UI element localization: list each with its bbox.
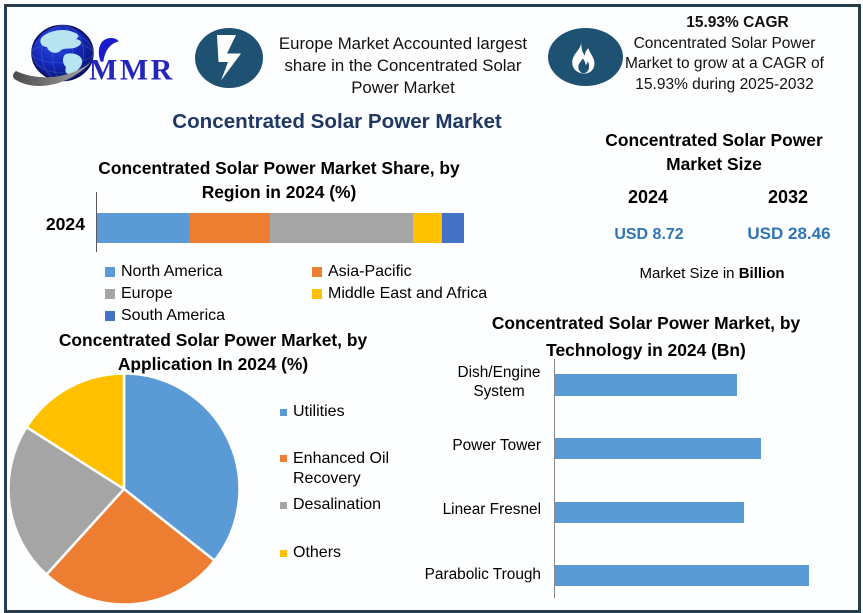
svg-text:MMR: MMR [89,54,175,87]
